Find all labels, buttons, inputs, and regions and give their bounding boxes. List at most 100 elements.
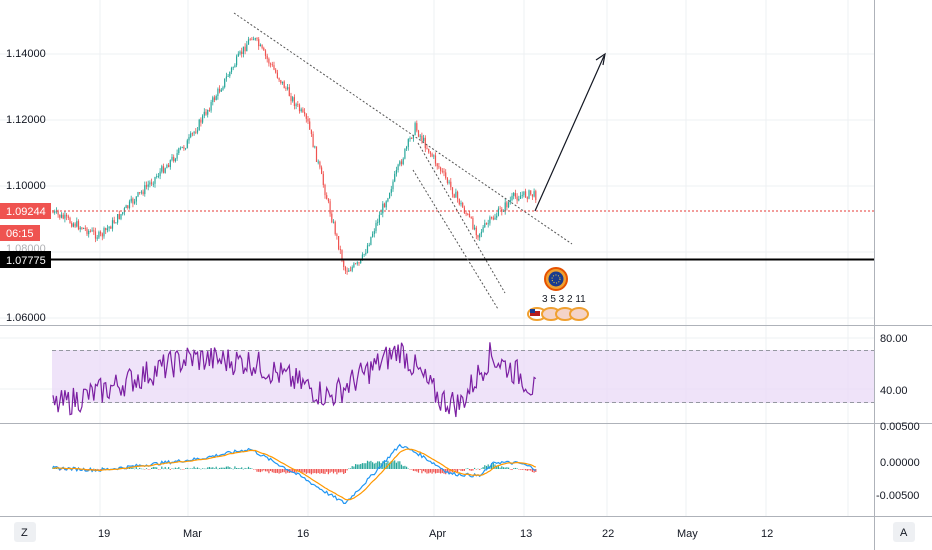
candle-body [489,217,491,224]
descending-trendline[interactable] [233,12,573,245]
macd-histogram-bar [130,467,132,469]
candle-body [239,51,241,54]
candle-body [326,195,328,200]
macd-histogram-bar [213,468,216,469]
candle-body [358,262,360,264]
candle-body [76,221,78,227]
macd-histogram-bar [302,469,304,473]
candle-body [365,252,367,255]
candle-body [98,231,100,238]
candle-body [144,185,146,195]
macd-histogram-bar [467,468,469,469]
candle-body [431,153,433,157]
candle-body [86,228,88,235]
candle-body [440,167,442,171]
candle-body [423,137,425,141]
time-axis-right-button[interactable] [893,522,915,542]
macd-histogram-bar [96,468,98,470]
projection-arrow-line[interactable] [534,55,605,212]
candle-body [152,183,154,185]
macd-histogram-bar [475,469,477,470]
macd-histogram-bar [406,466,408,469]
macd-histogram-bar [348,468,350,470]
candle-body [128,201,131,208]
candle-body [67,216,69,218]
candle-body [518,198,520,201]
price-axis[interactable]: 1.14000 1.12000 1.10000 1.06000 1.08000 … [0,48,51,324]
macd-histogram-bar [523,469,525,470]
macd-histogram-bar [176,468,178,469]
macd-histogram-bar [137,468,139,470]
macd-histogram-bar [249,467,251,469]
price-panel[interactable]: 3 5 3 2 11 1.14000 1.12000 1.10000 1.060… [0,12,874,324]
candle-body [494,217,496,220]
candle-body [302,109,304,113]
time-axis[interactable]: Z A 19 Mar 16 Apr 13 22 May 12 [14,522,915,542]
candle-body [132,198,134,204]
macd-histogram-bar [509,469,511,470]
macd-histogram-bar [356,464,358,469]
candle-body [193,131,195,134]
macd-histogram-bar [203,468,205,470]
candle-body [281,81,284,84]
candle-body [244,46,246,52]
macd-histogram-bar [239,468,241,469]
candle-body [145,185,148,187]
macd-histogram-bar [457,469,459,472]
rsi-panel[interactable]: 80.00 40.00 [52,333,908,418]
macd-histogram-bar [431,469,433,474]
candle-body [224,78,226,88]
candle-body [366,245,369,253]
macd-histogram-bar [293,469,295,473]
time-tick-label: 19 [98,528,110,540]
macd-histogram-bar [304,469,306,473]
macd-histogram-bar [339,469,341,473]
macd-histogram-bar [196,467,199,469]
candle-body [360,259,362,264]
macd-histogram-bar [525,469,527,471]
time-tick-label: 12 [761,528,773,540]
economic-events[interactable]: 3 5 3 2 11 [527,267,589,321]
macd-histogram-bar [417,469,420,473]
candle-body [424,137,426,149]
macd-histogram-bar [419,469,421,470]
candle-body [72,223,74,227]
macd-histogram-bar [174,467,176,469]
candle-body [501,209,503,212]
candle-body [404,148,406,159]
macd-histogram-bar [426,469,428,474]
macd-histogram-bar [183,469,185,470]
candle-body [276,72,278,78]
candle-body [525,191,527,198]
macd-histogram-bar [173,468,175,470]
macd-histogram-bar [377,461,379,469]
macd-panel[interactable]: 0.00500 0.00000 -0.00500 [52,421,920,504]
price-tick-label: 1.14000 [6,48,46,60]
candle-body [186,140,188,149]
candle-body [417,130,420,137]
candle-body [322,173,324,185]
macd-histogram-bar [530,469,532,471]
macd-histogram-bar [225,466,227,469]
candle-body [283,81,285,89]
macd-histogram-bar [531,469,533,473]
candle-body [428,148,430,153]
us-flags-icon[interactable] [527,307,589,321]
time-tick-label: 22 [602,528,614,540]
time-axis-left-button[interactable] [14,522,36,542]
channel-upper-line[interactable] [417,142,506,294]
channel-lower-line[interactable] [412,169,499,310]
candle-body [480,231,482,234]
candle-body [253,39,255,41]
macd-histogram-bar [358,464,360,469]
macd-histogram-bar [258,469,260,472]
candle-body [411,138,413,139]
macd-histogram-bar [353,466,355,469]
candle-body [154,177,156,184]
macd-tick-label: -0.00500 [876,490,919,502]
macd-histogram-bar [319,469,321,474]
macd-histogram-bar [383,460,386,469]
macd-histogram-bar [448,469,450,474]
candle-body [266,55,268,59]
